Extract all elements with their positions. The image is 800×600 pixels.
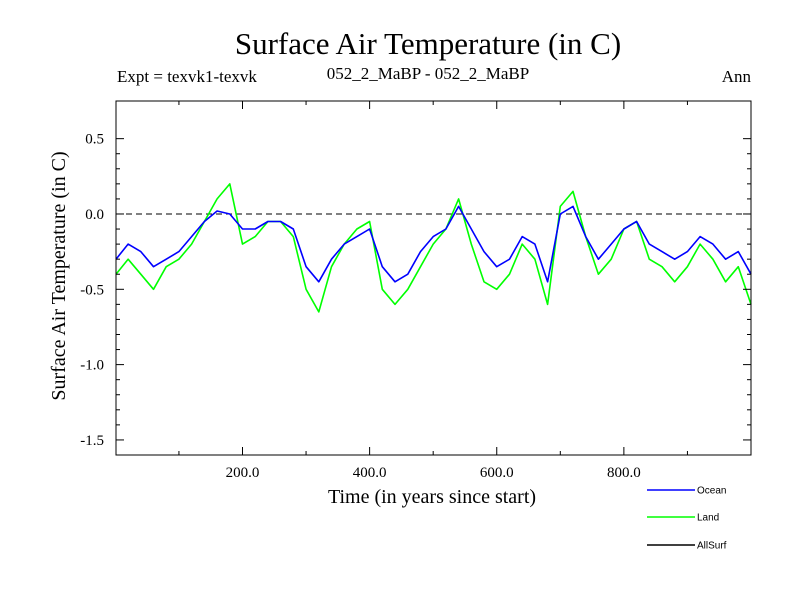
- legend-label-land: Land: [697, 513, 719, 524]
- y-tick-label: 0.5: [85, 132, 104, 148]
- x-tick-label: 200.0: [226, 465, 260, 481]
- legend: Ocean Land AllSurf: [647, 486, 727, 552]
- chart-title: Surface Air Temperature (in C): [235, 26, 621, 61]
- series-line-land: [115, 183, 752, 313]
- y-tick-label: -1.0: [80, 358, 104, 374]
- x-tick-label: 400.0: [353, 465, 387, 481]
- x-tick-label: 600.0: [480, 465, 514, 481]
- experiment-label: Expt = texvk1-texvk: [117, 67, 257, 86]
- legend-label-ocean: Ocean: [697, 486, 726, 497]
- period-label: 052_2_MaBP - 052_2_MaBP: [327, 64, 529, 83]
- x-axis-label: Time (in years since start): [328, 486, 536, 508]
- legend-label-allsurf: AllSurf: [697, 541, 727, 552]
- x-tick-label: 800.0: [607, 465, 641, 481]
- series-group: [115, 183, 752, 313]
- y-tick-label: 0.0: [85, 207, 104, 223]
- y-axis-label: Surface Air Temperature (in C): [48, 151, 70, 400]
- y-tick-label: -0.5: [80, 282, 104, 298]
- y-tick-label: -1.5: [80, 433, 104, 449]
- plot-background: [116, 101, 751, 455]
- series-line-ocean: [115, 205, 752, 283]
- plot-area: [116, 101, 751, 455]
- tick-group: 200.0 400.0 600.0 800.0 0.5 0.0 -0.5 -1.0 -1.5: [80, 101, 751, 481]
- season-label: Ann: [722, 67, 752, 86]
